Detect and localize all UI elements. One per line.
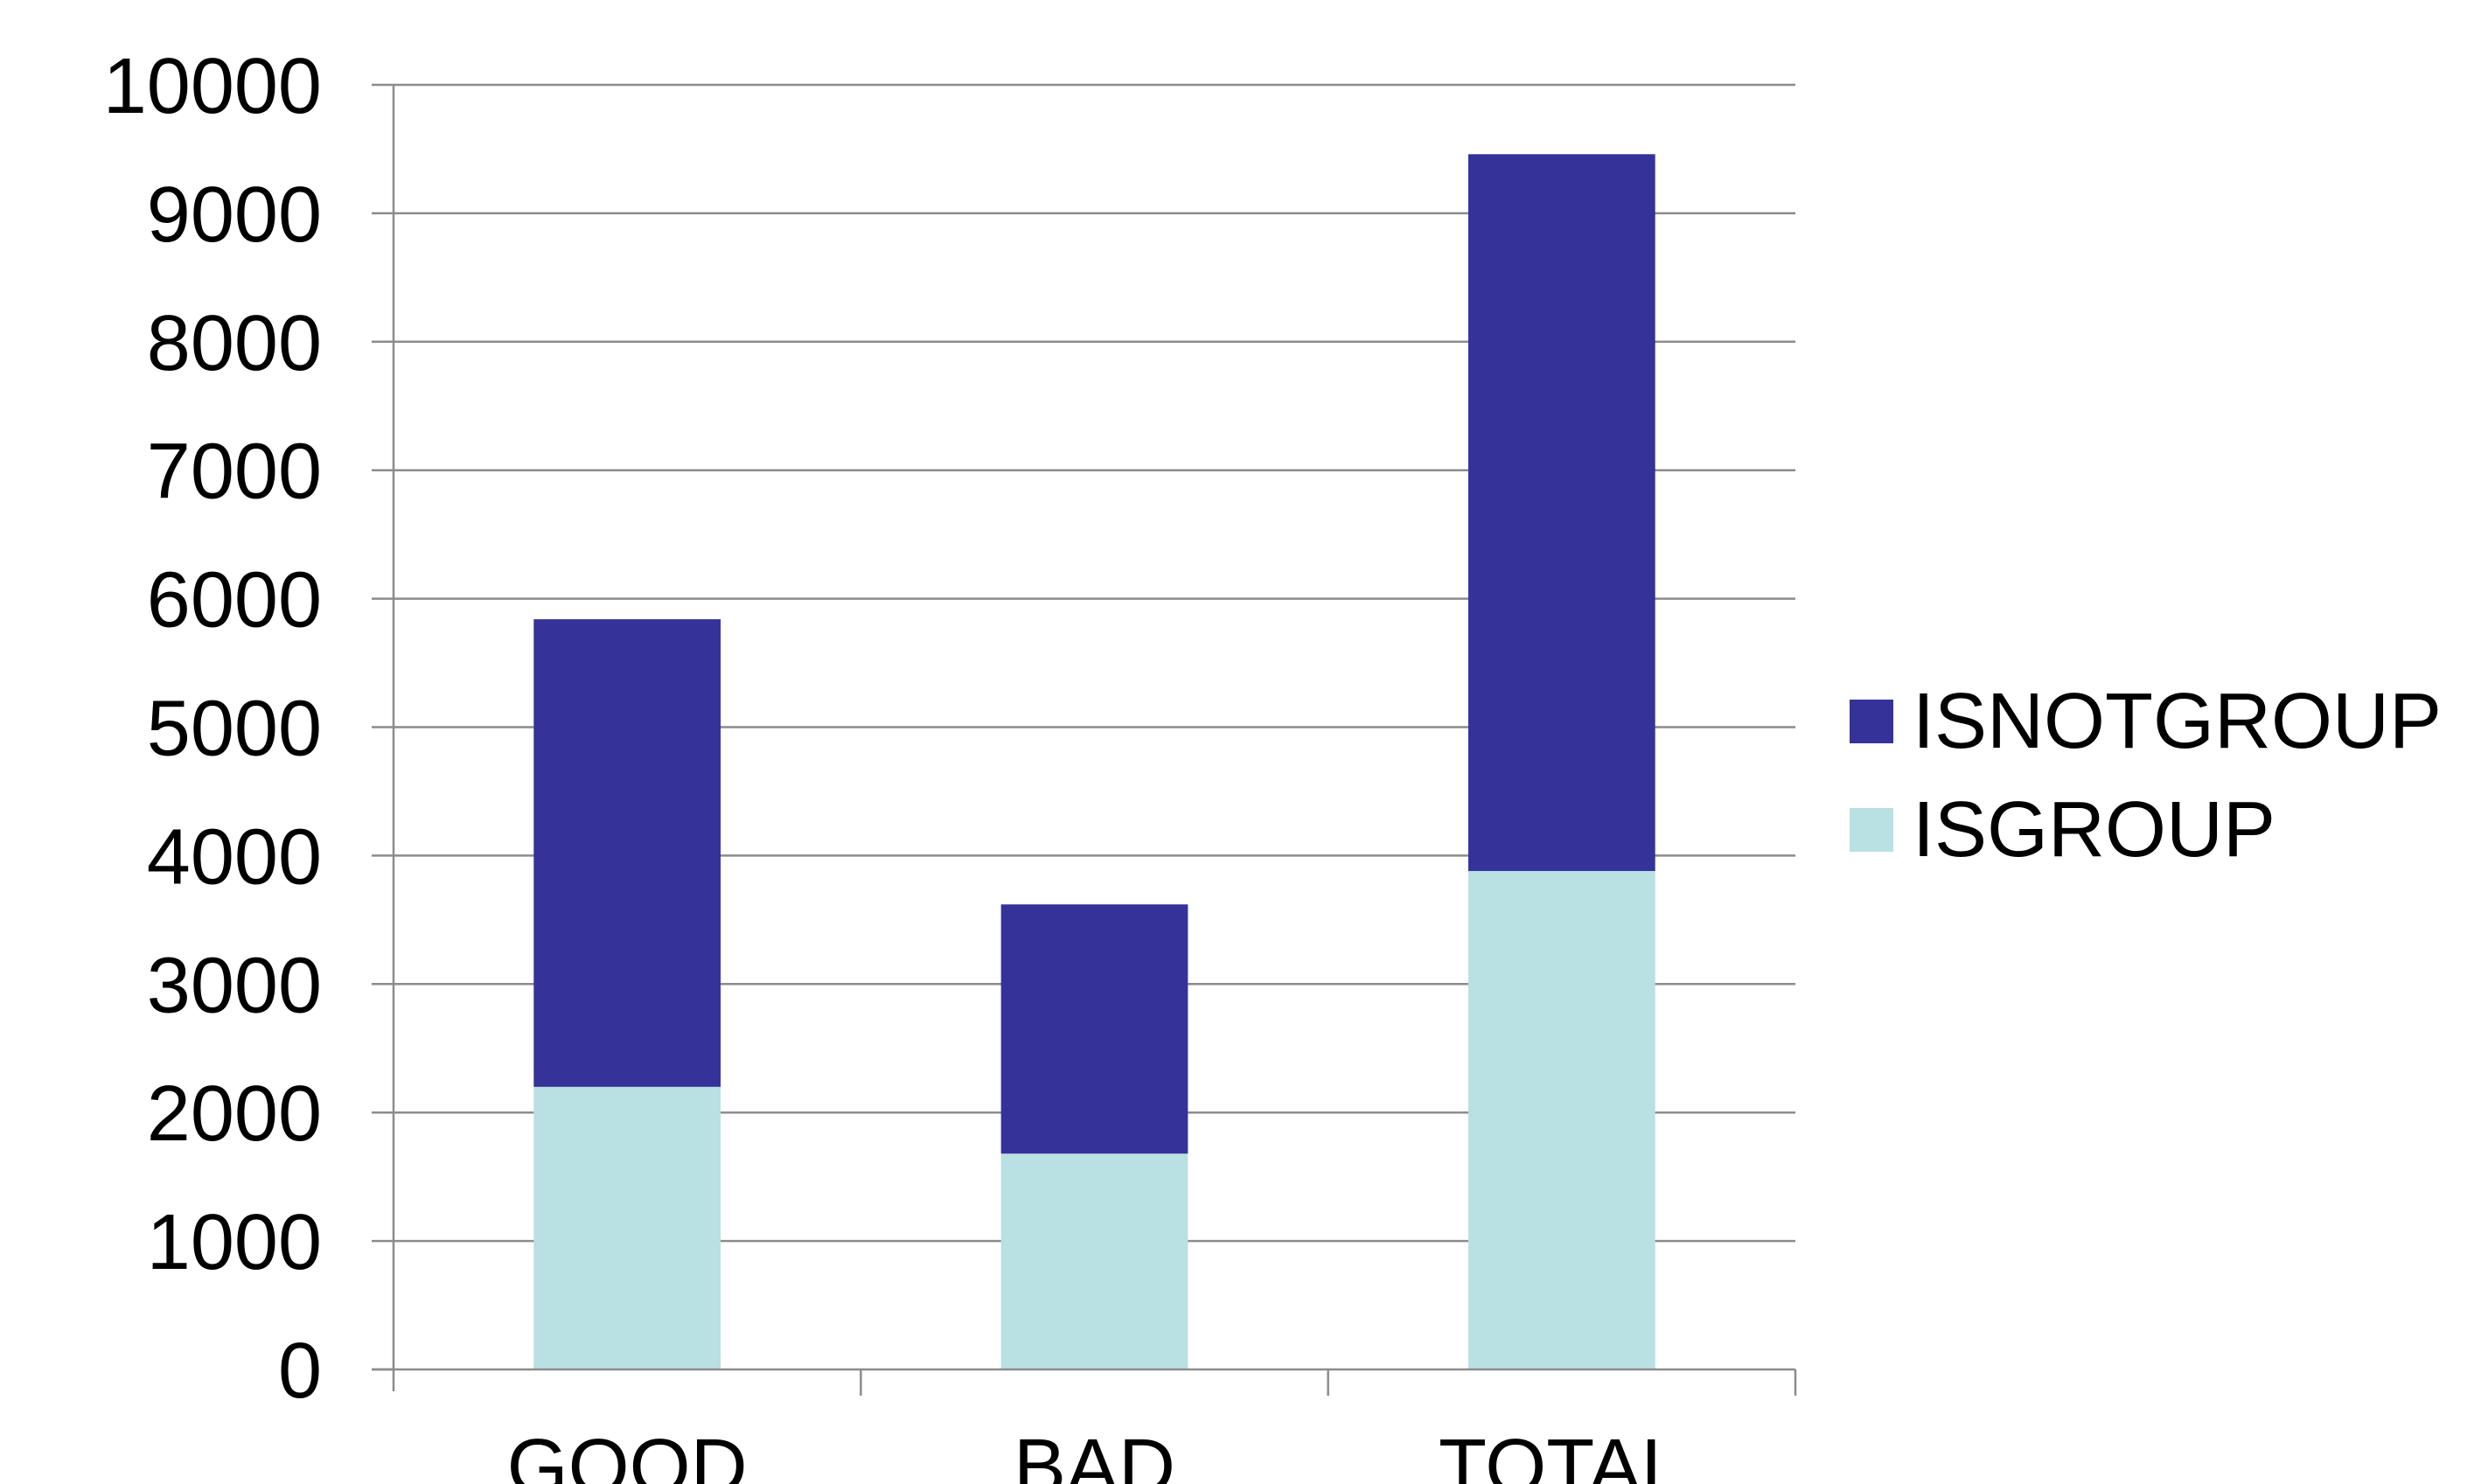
y-tick-label: 3000 (147, 942, 322, 1029)
bar-isgroup-good (533, 1086, 721, 1369)
bar-isnotgroup-total (1467, 154, 1655, 872)
bar-isnotgroup-good (533, 619, 721, 1087)
x-category-labels: GOOD BAD TOTAL (507, 1424, 1685, 1484)
legend-label-isnotgroup: ISNOTGROUP (1913, 678, 2442, 765)
y-tick-label: 7000 (147, 428, 322, 516)
legend: ISNOTGROUP ISGROUP (1850, 678, 2442, 874)
y-tick-label: 9000 (147, 171, 322, 259)
legend-swatch-isnotgroup (1850, 700, 1893, 743)
y-tick-label: 5000 (147, 686, 322, 773)
axes (372, 83, 1797, 1396)
y-tick-label: 6000 (147, 557, 322, 644)
bar-isnotgroup-bad (1000, 904, 1188, 1154)
y-tick-label: 0 (278, 1327, 322, 1415)
bar-isgroup-bad (1000, 1153, 1188, 1369)
bar-isgroup-total (1467, 871, 1655, 1369)
bars (533, 154, 1655, 1369)
y-tick-labels: 0 1000 2000 3000 4000 5000 6000 7000 8000 9000 100… (103, 43, 322, 1415)
y-tick-label: 4000 (147, 813, 322, 901)
x-category-label: BAD (1014, 1424, 1175, 1484)
legend-label-isgroup: ISGROUP (1913, 786, 2275, 874)
y-tick-label: 10000 (103, 43, 322, 130)
y-tick-label: 8000 (147, 300, 322, 387)
legend-swatch-isgroup (1850, 808, 1893, 852)
x-category-label: GOOD (507, 1424, 748, 1484)
x-category-label: TOTAL (1439, 1424, 1685, 1484)
y-tick-label: 1000 (147, 1199, 322, 1286)
y-tick-label: 2000 (147, 1070, 322, 1158)
